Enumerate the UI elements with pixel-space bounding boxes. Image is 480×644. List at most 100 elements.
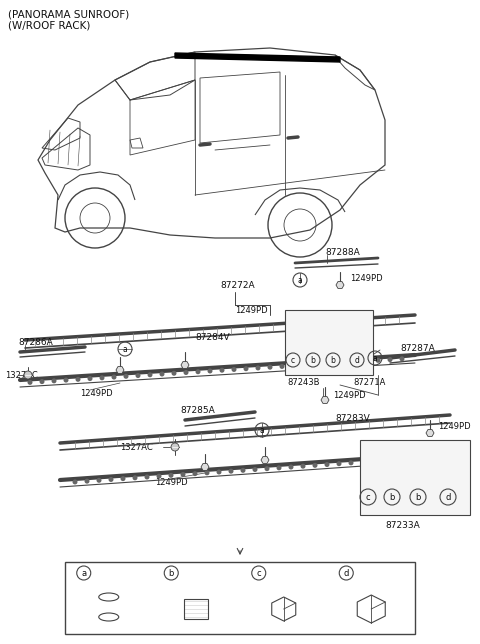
Text: b: b	[311, 355, 315, 365]
Circle shape	[372, 459, 377, 464]
Circle shape	[27, 380, 33, 385]
Circle shape	[408, 456, 413, 461]
Circle shape	[384, 458, 389, 463]
Text: a: a	[122, 345, 127, 354]
Circle shape	[231, 367, 237, 372]
Circle shape	[351, 359, 357, 365]
Polygon shape	[426, 430, 434, 437]
Circle shape	[63, 377, 69, 383]
Circle shape	[291, 363, 297, 368]
Text: 87233A: 87233A	[385, 520, 420, 529]
Text: 87243B: 87243B	[287, 377, 320, 386]
Circle shape	[39, 379, 45, 384]
Circle shape	[264, 466, 269, 471]
Circle shape	[255, 365, 261, 370]
Circle shape	[195, 369, 201, 374]
Circle shape	[267, 365, 273, 370]
Circle shape	[108, 477, 113, 482]
Circle shape	[420, 455, 425, 460]
Polygon shape	[321, 397, 329, 403]
Circle shape	[432, 455, 437, 460]
Bar	[184, 599, 208, 619]
Text: c: c	[366, 493, 370, 502]
Text: 87316B: 87316B	[357, 569, 392, 578]
Polygon shape	[175, 53, 340, 62]
Circle shape	[84, 478, 89, 484]
Circle shape	[243, 366, 249, 371]
Circle shape	[228, 469, 233, 473]
Circle shape	[75, 377, 81, 382]
Text: a: a	[81, 569, 86, 578]
Circle shape	[219, 368, 225, 373]
Circle shape	[399, 356, 405, 361]
Text: 87288A: 87288A	[325, 247, 360, 256]
Text: 1249PD: 1249PD	[350, 274, 383, 283]
Circle shape	[135, 373, 141, 378]
Text: d: d	[445, 493, 451, 502]
Text: (W/ROOF RACK): (W/ROOF RACK)	[8, 20, 90, 30]
Circle shape	[288, 464, 293, 469]
Text: 87286A: 87286A	[18, 337, 53, 346]
Circle shape	[96, 478, 101, 483]
Text: 87284V: 87284V	[195, 332, 229, 341]
Circle shape	[300, 464, 305, 469]
Circle shape	[87, 376, 93, 381]
Circle shape	[72, 480, 77, 484]
Circle shape	[360, 460, 365, 464]
Text: 87269: 87269	[270, 569, 299, 578]
Text: d: d	[355, 355, 360, 365]
Circle shape	[216, 469, 221, 475]
Circle shape	[120, 476, 125, 481]
Text: a: a	[372, 354, 377, 363]
Text: 87287A: 87287A	[400, 343, 435, 352]
Text: 1249PD: 1249PD	[235, 305, 268, 314]
Circle shape	[240, 468, 245, 473]
Circle shape	[171, 443, 179, 451]
Circle shape	[132, 475, 137, 480]
Text: 87283V: 87283V	[335, 413, 370, 422]
Text: (PANORAMA SUNROOF): (PANORAMA SUNROOF)	[8, 9, 129, 19]
Text: 1249PD: 1249PD	[80, 388, 113, 397]
Text: b: b	[389, 493, 395, 502]
Circle shape	[324, 462, 329, 467]
Polygon shape	[181, 361, 189, 368]
Bar	[65, 562, 415, 634]
Polygon shape	[336, 281, 344, 289]
Circle shape	[180, 472, 185, 477]
Text: 87235A: 87235A	[182, 569, 217, 578]
Circle shape	[111, 375, 117, 379]
Circle shape	[207, 368, 213, 374]
Circle shape	[252, 467, 257, 472]
Circle shape	[204, 470, 209, 475]
Circle shape	[24, 371, 32, 379]
Circle shape	[315, 362, 321, 366]
Circle shape	[396, 457, 401, 462]
Text: 1327AC: 1327AC	[5, 370, 38, 379]
Text: 1249PD: 1249PD	[333, 390, 366, 399]
Circle shape	[327, 361, 333, 366]
Text: 87272A: 87272A	[220, 281, 254, 290]
Circle shape	[183, 370, 189, 375]
Text: 87285A: 87285A	[180, 406, 215, 415]
Circle shape	[375, 358, 381, 363]
Circle shape	[339, 360, 345, 365]
Text: b: b	[415, 493, 420, 502]
Polygon shape	[201, 464, 209, 471]
Text: 87271A: 87271A	[353, 377, 385, 386]
Circle shape	[276, 466, 281, 470]
Circle shape	[156, 473, 161, 478]
Circle shape	[312, 463, 317, 468]
Text: 1249PD: 1249PD	[155, 477, 188, 486]
Circle shape	[336, 461, 341, 466]
Circle shape	[387, 357, 393, 362]
Text: c: c	[256, 569, 261, 578]
Circle shape	[147, 372, 153, 377]
Text: d: d	[344, 569, 349, 578]
Text: a: a	[298, 276, 302, 285]
Circle shape	[123, 374, 129, 379]
Text: c: c	[291, 355, 295, 365]
Text: 1249PD: 1249PD	[438, 422, 470, 430]
Text: b: b	[168, 569, 174, 578]
Circle shape	[363, 359, 369, 364]
Circle shape	[192, 471, 197, 476]
